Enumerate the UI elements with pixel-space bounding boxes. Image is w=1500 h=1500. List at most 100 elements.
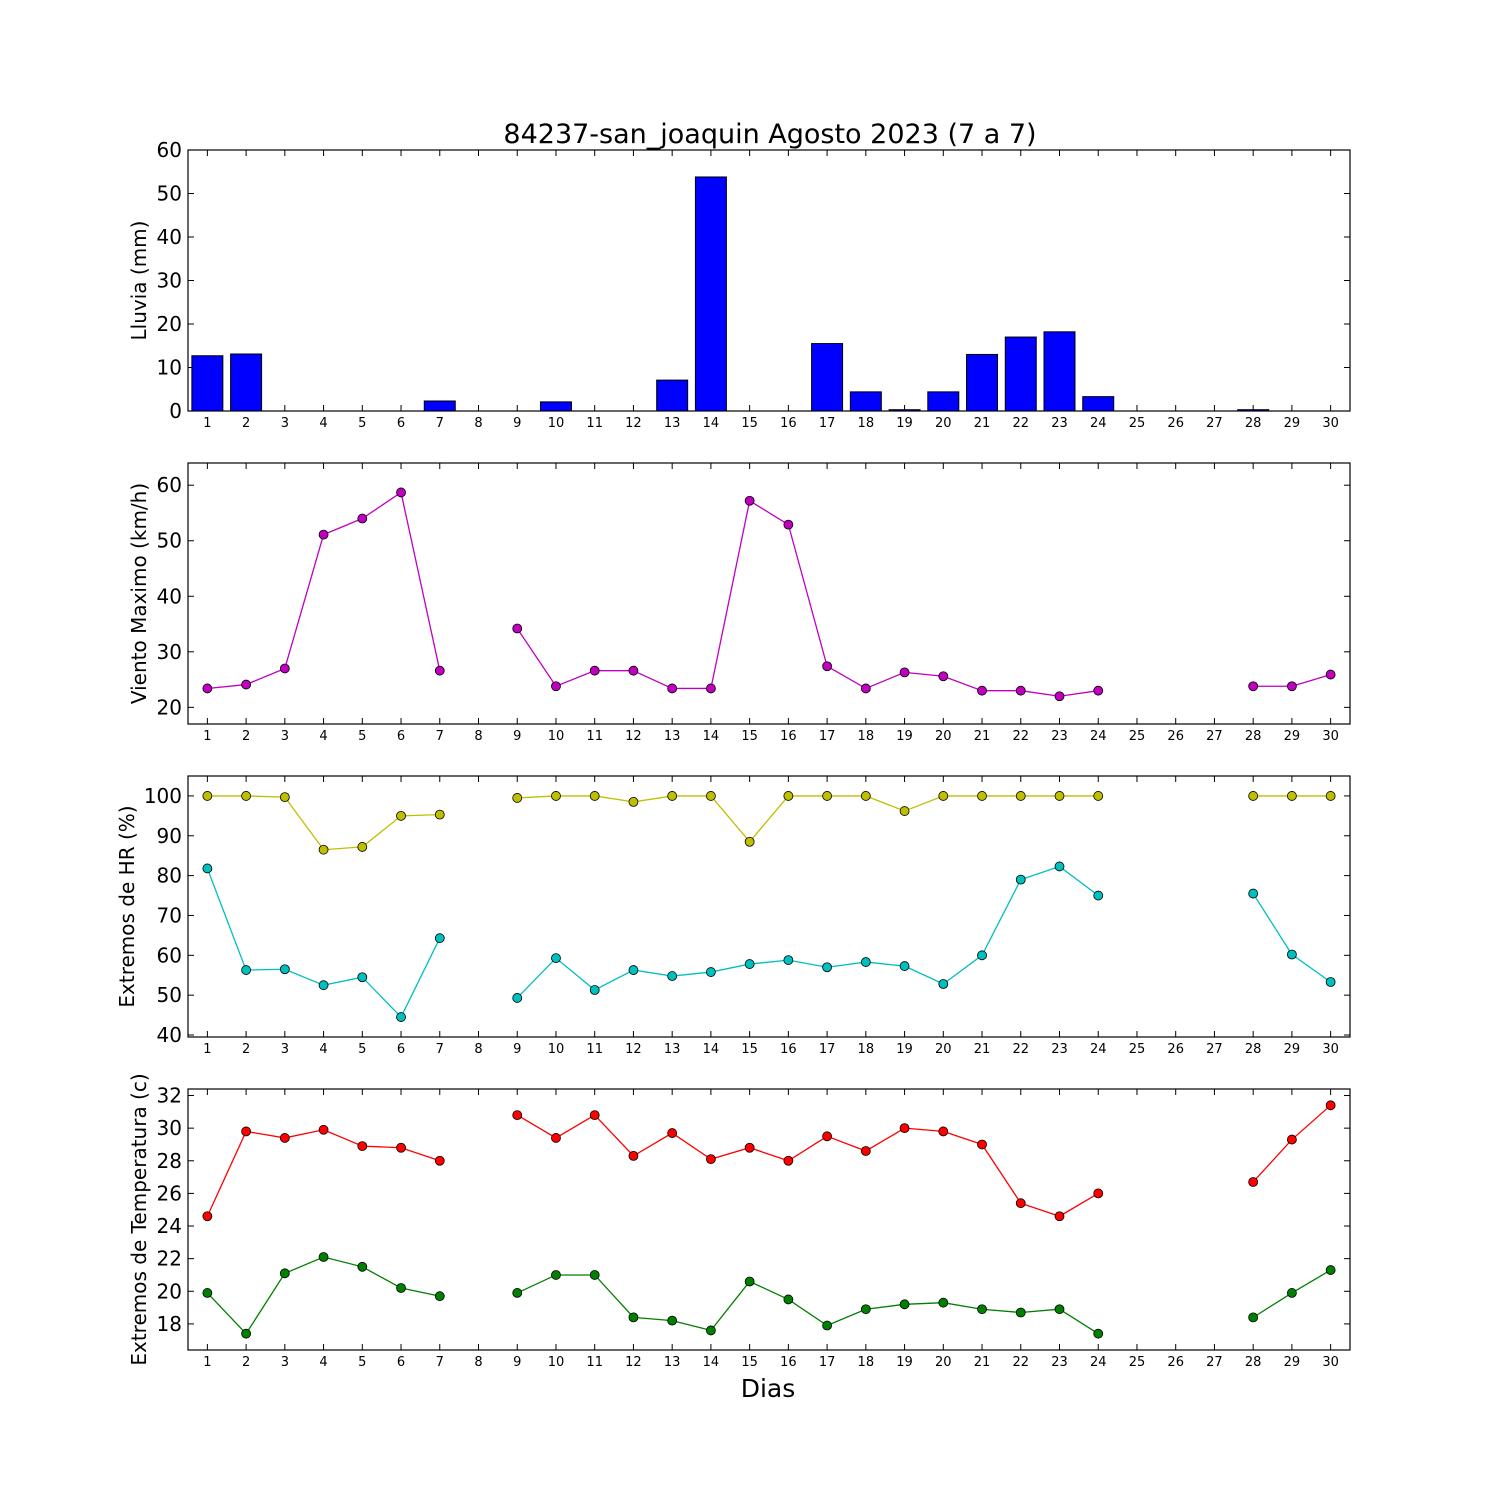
x-tick-label: 17 bbox=[819, 729, 836, 744]
point-series-1-day-11 bbox=[589, 1110, 600, 1120]
bar-day-24 bbox=[1082, 396, 1115, 412]
point-series-1-day-29 bbox=[1287, 681, 1297, 692]
x-tick-label: 23 bbox=[1051, 729, 1068, 744]
bar-day-1 bbox=[191, 355, 224, 412]
point-series-2-day-19 bbox=[899, 1299, 910, 1310]
point-series-1-day-30 bbox=[1325, 669, 1336, 680]
x-tick-label: 10 bbox=[548, 1355, 565, 1370]
x-tick-label: 26 bbox=[1167, 416, 1184, 431]
point-series-2-day-6 bbox=[396, 1283, 406, 1293]
point-series-2-day-24 bbox=[1093, 1328, 1104, 1339]
point-series-2-day-20 bbox=[938, 1297, 949, 1308]
x-tick-label: 19 bbox=[896, 416, 913, 431]
x-tick-label: 1 bbox=[203, 1042, 211, 1057]
y-tick-label: 28 bbox=[157, 1149, 182, 1173]
point-series-1-day-10 bbox=[551, 681, 561, 692]
x-tick-label: 1 bbox=[203, 416, 211, 431]
point-series-2-day-10 bbox=[551, 1270, 561, 1280]
point-series-1-day-29 bbox=[1287, 1134, 1297, 1145]
series-line-1 bbox=[207, 795, 440, 851]
x-tick-label: 29 bbox=[1284, 729, 1301, 744]
y-tick-label: 70 bbox=[157, 903, 182, 927]
point-series-1-day-1 bbox=[202, 791, 213, 801]
x-tick-label: 30 bbox=[1322, 416, 1339, 431]
point-series-2-day-22 bbox=[1015, 1307, 1026, 1318]
point-series-1-day-20 bbox=[938, 1126, 949, 1137]
x-tick-label: 9 bbox=[513, 416, 521, 431]
x-tick-label: 24 bbox=[1090, 729, 1107, 744]
bar-day-17 bbox=[811, 343, 844, 412]
point-series-2-day-9 bbox=[512, 993, 523, 1003]
y-tick-label: 22 bbox=[157, 1247, 182, 1271]
x-tick-label: 15 bbox=[741, 1042, 758, 1057]
point-series-1-day-4 bbox=[318, 529, 329, 540]
x-tick-label: 5 bbox=[358, 729, 366, 744]
x-tick-label: 24 bbox=[1090, 416, 1107, 431]
x-tick-label: 12 bbox=[625, 729, 642, 744]
x-tick-label: 15 bbox=[741, 416, 758, 431]
point-series-1-day-6 bbox=[396, 487, 406, 498]
x-tick-label: 27 bbox=[1206, 729, 1223, 744]
point-series-2-day-17 bbox=[822, 1320, 832, 1331]
x-tick-label: 18 bbox=[858, 1042, 875, 1057]
point-series-1-day-13 bbox=[667, 683, 678, 694]
point-series-1-day-17 bbox=[822, 791, 832, 801]
plot-frame bbox=[187, 462, 1351, 725]
series-line-2 bbox=[516, 865, 1099, 999]
point-series-2-day-11 bbox=[589, 985, 600, 995]
x-tick-label: 5 bbox=[358, 416, 366, 431]
y-tick-label: 32 bbox=[157, 1084, 182, 1108]
x-tick-label: 16 bbox=[780, 729, 797, 744]
point-series-1-day-6 bbox=[396, 1142, 406, 1153]
x-tick-label: 28 bbox=[1245, 1042, 1262, 1057]
x-tick-label: 28 bbox=[1245, 416, 1262, 431]
x-tick-label: 5 bbox=[358, 1042, 366, 1057]
x-tick-label: 26 bbox=[1167, 729, 1184, 744]
point-series-1-day-10 bbox=[551, 791, 561, 801]
y-axis-label: Viento Maximo (km/h) bbox=[127, 483, 151, 704]
point-series-1-day-15 bbox=[744, 836, 755, 847]
point-series-2-day-24 bbox=[1093, 890, 1104, 901]
point-series-2-day-1 bbox=[202, 1288, 213, 1298]
x-tick-label: 4 bbox=[319, 1042, 327, 1057]
x-tick-label: 14 bbox=[703, 416, 720, 431]
point-series-1-day-11 bbox=[589, 665, 600, 676]
x-tick-label: 28 bbox=[1245, 1355, 1262, 1370]
point-series-1-day-30 bbox=[1325, 1100, 1336, 1111]
point-series-2-day-11 bbox=[589, 1270, 600, 1280]
point-series-1-day-21 bbox=[977, 685, 987, 696]
x-tick-label: 17 bbox=[819, 1042, 836, 1057]
x-tick-label: 10 bbox=[548, 729, 565, 744]
point-series-1-day-3 bbox=[279, 1133, 290, 1143]
x-tick-label: 17 bbox=[819, 1355, 836, 1370]
point-series-1-day-21 bbox=[977, 791, 987, 801]
point-series-1-day-10 bbox=[551, 1133, 561, 1143]
y-axis-label: Lluvia (mm) bbox=[127, 221, 151, 341]
x-tick-label: 4 bbox=[319, 1355, 327, 1370]
x-tick-label: 5 bbox=[358, 1355, 366, 1370]
point-series-2-day-2 bbox=[241, 965, 252, 975]
x-tick-label: 18 bbox=[858, 1355, 875, 1370]
point-series-1-day-17 bbox=[822, 661, 832, 672]
point-series-1-day-13 bbox=[667, 1128, 678, 1138]
point-series-2-day-15 bbox=[744, 959, 755, 969]
series-line-2 bbox=[1252, 893, 1332, 983]
y-tick-label: 40 bbox=[157, 225, 182, 249]
point-series-1-day-14 bbox=[706, 683, 716, 694]
point-series-1-day-15 bbox=[744, 495, 755, 506]
bar-day-21 bbox=[966, 353, 999, 412]
point-series-1-day-2 bbox=[241, 791, 252, 801]
point-series-2-day-28 bbox=[1248, 1312, 1259, 1323]
x-tick-label: 27 bbox=[1206, 416, 1223, 431]
point-series-1-day-22 bbox=[1015, 1198, 1026, 1209]
bar-day-18 bbox=[849, 391, 882, 412]
x-tick-label: 10 bbox=[548, 416, 565, 431]
x-tick-label: 13 bbox=[664, 729, 681, 744]
point-series-2-day-5 bbox=[357, 972, 368, 983]
x-tick-label: 22 bbox=[1012, 1355, 1029, 1370]
point-series-1-day-20 bbox=[938, 671, 949, 682]
x-tick-label: 28 bbox=[1245, 729, 1262, 744]
x-tick-label: 12 bbox=[625, 1042, 642, 1057]
